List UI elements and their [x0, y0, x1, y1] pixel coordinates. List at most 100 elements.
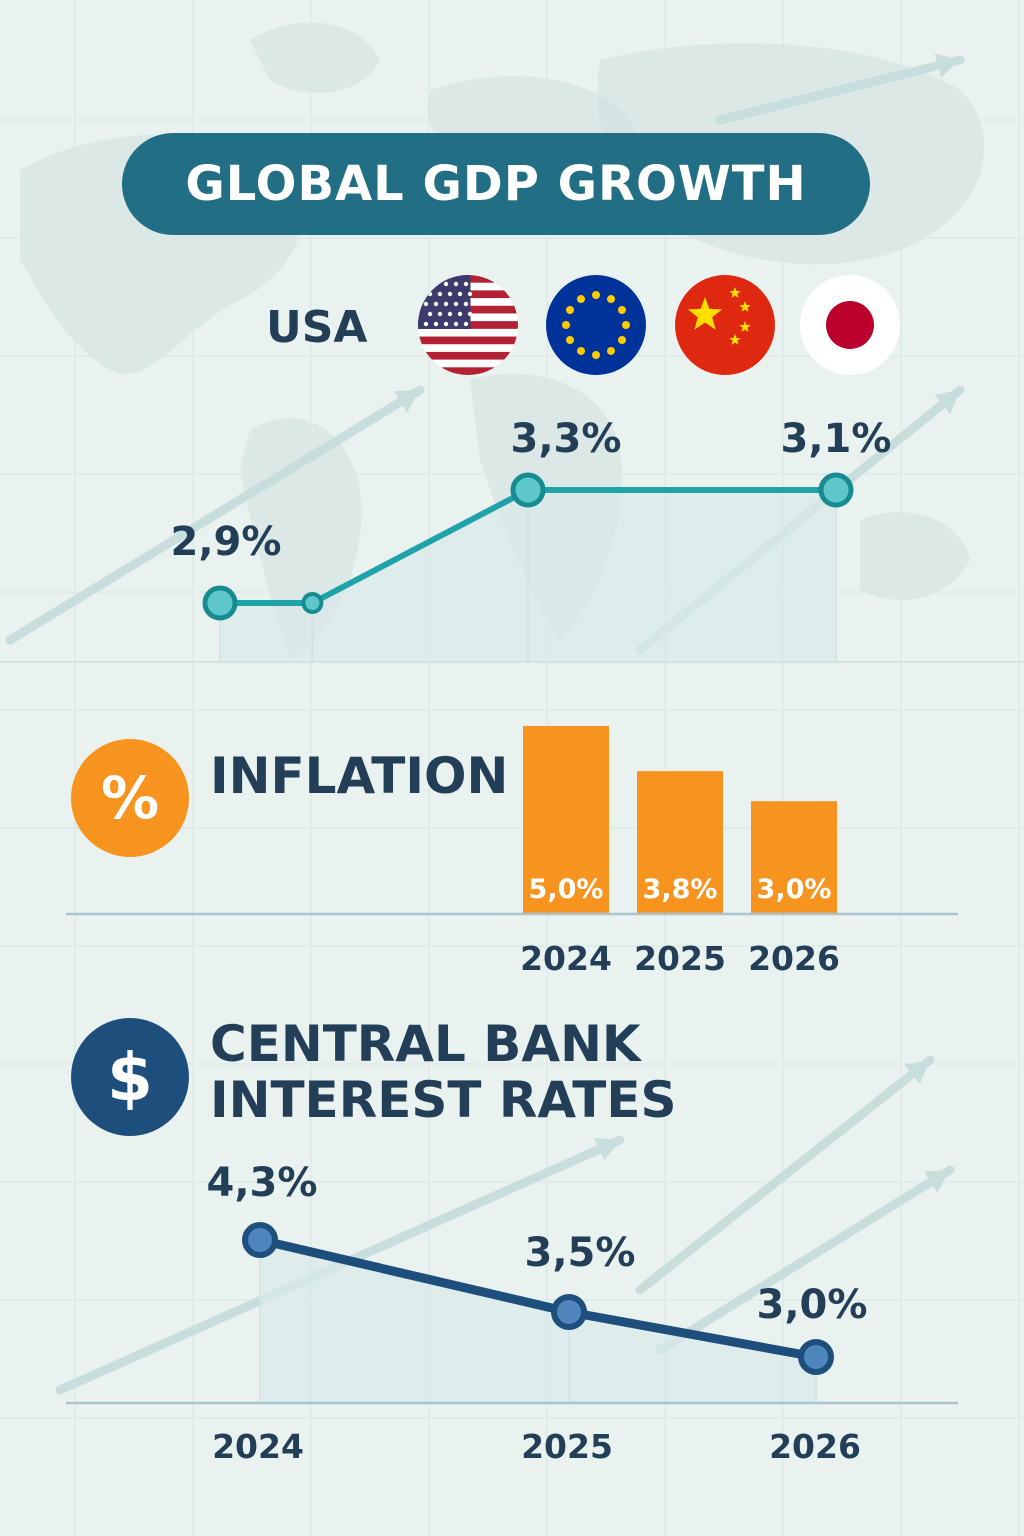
flag-star	[729, 334, 741, 345]
bg-arrow-head-3	[594, 1137, 620, 1161]
flag-star	[447, 311, 453, 317]
flag-star	[437, 311, 443, 317]
flag-stripe	[418, 351, 518, 361]
flag-star	[577, 295, 585, 304]
flag-star	[687, 297, 723, 330]
flag-star	[463, 301, 469, 307]
map-continent-6	[860, 512, 970, 600]
rates-point-2	[798, 1339, 834, 1375]
flag-star	[423, 301, 429, 307]
rates-point-0	[242, 1222, 278, 1258]
rates-year-2: 2026	[769, 1427, 861, 1466]
inflation-bar-chart: 5,0% 2024 3,8% 2025 3,0% 2026	[66, 726, 958, 978]
inflation-bar-label-2: 3,0%	[757, 874, 832, 905]
flag-star	[467, 311, 473, 317]
flag-star	[592, 351, 600, 359]
rates-data-label-0: 4,3%	[207, 1160, 318, 1206]
flag-star	[617, 306, 626, 314]
country-label: USA	[266, 302, 368, 353]
flag-star	[433, 321, 439, 327]
flag-star	[437, 291, 443, 297]
flag-star	[453, 301, 459, 307]
bg-arrow-5	[655, 1165, 955, 1355]
flag-star	[607, 295, 615, 304]
inflation-year-1: 2025	[634, 939, 726, 978]
gdp-point-1	[301, 592, 324, 614]
percent-icon: %	[71, 739, 189, 857]
flag-field	[675, 275, 775, 375]
flag-stripe	[418, 328, 518, 338]
flag-star	[607, 346, 615, 355]
gdp-series-line	[217, 487, 839, 606]
flag-stripe	[418, 336, 518, 345]
flag-star	[592, 291, 600, 299]
flag-star	[453, 321, 459, 327]
flag-star	[443, 301, 449, 307]
flag-sun	[826, 301, 874, 349]
flag-star	[566, 336, 575, 344]
gdp-data-label-3: 3,1%	[781, 416, 892, 462]
japan-flag-icon	[800, 275, 900, 375]
usa-flag-icon	[418, 275, 518, 375]
flag-star	[443, 321, 449, 327]
inflation-year-0: 2024	[520, 939, 612, 978]
inflation-bar-label-1: 3,8%	[643, 874, 718, 905]
map-continent-1	[250, 22, 380, 94]
bg-arrow-head-1	[934, 390, 960, 415]
rates-area	[260, 1240, 816, 1403]
percent-icon-glyph: %	[100, 764, 160, 832]
bg-arrow-head-5	[924, 1170, 950, 1193]
inflation-bar-0	[523, 726, 609, 914]
flag-star	[463, 321, 469, 327]
rates-title-line-1: CENTRAL BANK	[210, 1015, 641, 1073]
flag-star	[423, 321, 429, 327]
rates-point-1	[551, 1294, 587, 1330]
rates-year-1: 2025	[521, 1427, 613, 1466]
bg-arrow-4	[635, 1055, 935, 1295]
inflation-title: INFLATION	[210, 747, 509, 805]
title-banner: GLOBAL GDP GROWTH	[122, 133, 870, 235]
bg-arrow-2	[715, 55, 965, 125]
bg-arrow-head-4	[904, 1060, 930, 1084]
flag-star	[447, 291, 453, 297]
rates-title: CENTRAL BANK INTEREST RATES	[210, 1016, 676, 1128]
rates-data-label-2: 3,0%	[757, 1282, 868, 1328]
dollar-icon-glyph: $	[107, 1038, 153, 1116]
flag-star	[457, 311, 463, 317]
flag-row	[418, 275, 900, 375]
gdp-data-label-2: 3,3%	[511, 416, 622, 462]
flag-star	[467, 291, 473, 297]
page-title: GLOBAL GDP GROWTH	[185, 156, 807, 212]
flag-star	[433, 301, 439, 307]
flag-star	[562, 321, 570, 329]
flag-stripe	[418, 367, 518, 375]
inflation-bar-label-0: 5,0%	[529, 874, 604, 905]
flag-star	[617, 336, 626, 344]
eu-flag-icon	[546, 275, 646, 375]
bg-arrow-0	[5, 385, 425, 645]
bg-arrow-head-0	[394, 390, 420, 413]
bg-arrow-head-2	[934, 53, 960, 78]
flag-star	[739, 321, 751, 332]
flag-star	[427, 311, 433, 317]
flag-star	[443, 281, 449, 287]
flag-star	[577, 346, 585, 355]
gdp-point-0	[202, 585, 238, 621]
gdp-point-3	[818, 472, 854, 508]
gdp-line-chart: 2,9% 3,3% 3,1%	[0, 416, 1024, 663]
rates-data-label-1: 3,5%	[525, 1230, 636, 1276]
flag-star	[453, 281, 459, 287]
rates-title-line-2: INTEREST RATES	[210, 1071, 677, 1129]
flag-star	[566, 306, 575, 314]
gdp-data-label-0: 2,9%	[171, 519, 282, 565]
inflation-bar-2	[751, 801, 837, 914]
dollar-icon: $	[71, 1018, 189, 1136]
flag-star	[739, 301, 751, 312]
flag-star	[729, 287, 741, 298]
flag-star	[457, 291, 463, 297]
inflation-bar-1	[637, 771, 723, 914]
flag-stripe	[418, 359, 518, 368]
flag-star	[463, 281, 469, 287]
